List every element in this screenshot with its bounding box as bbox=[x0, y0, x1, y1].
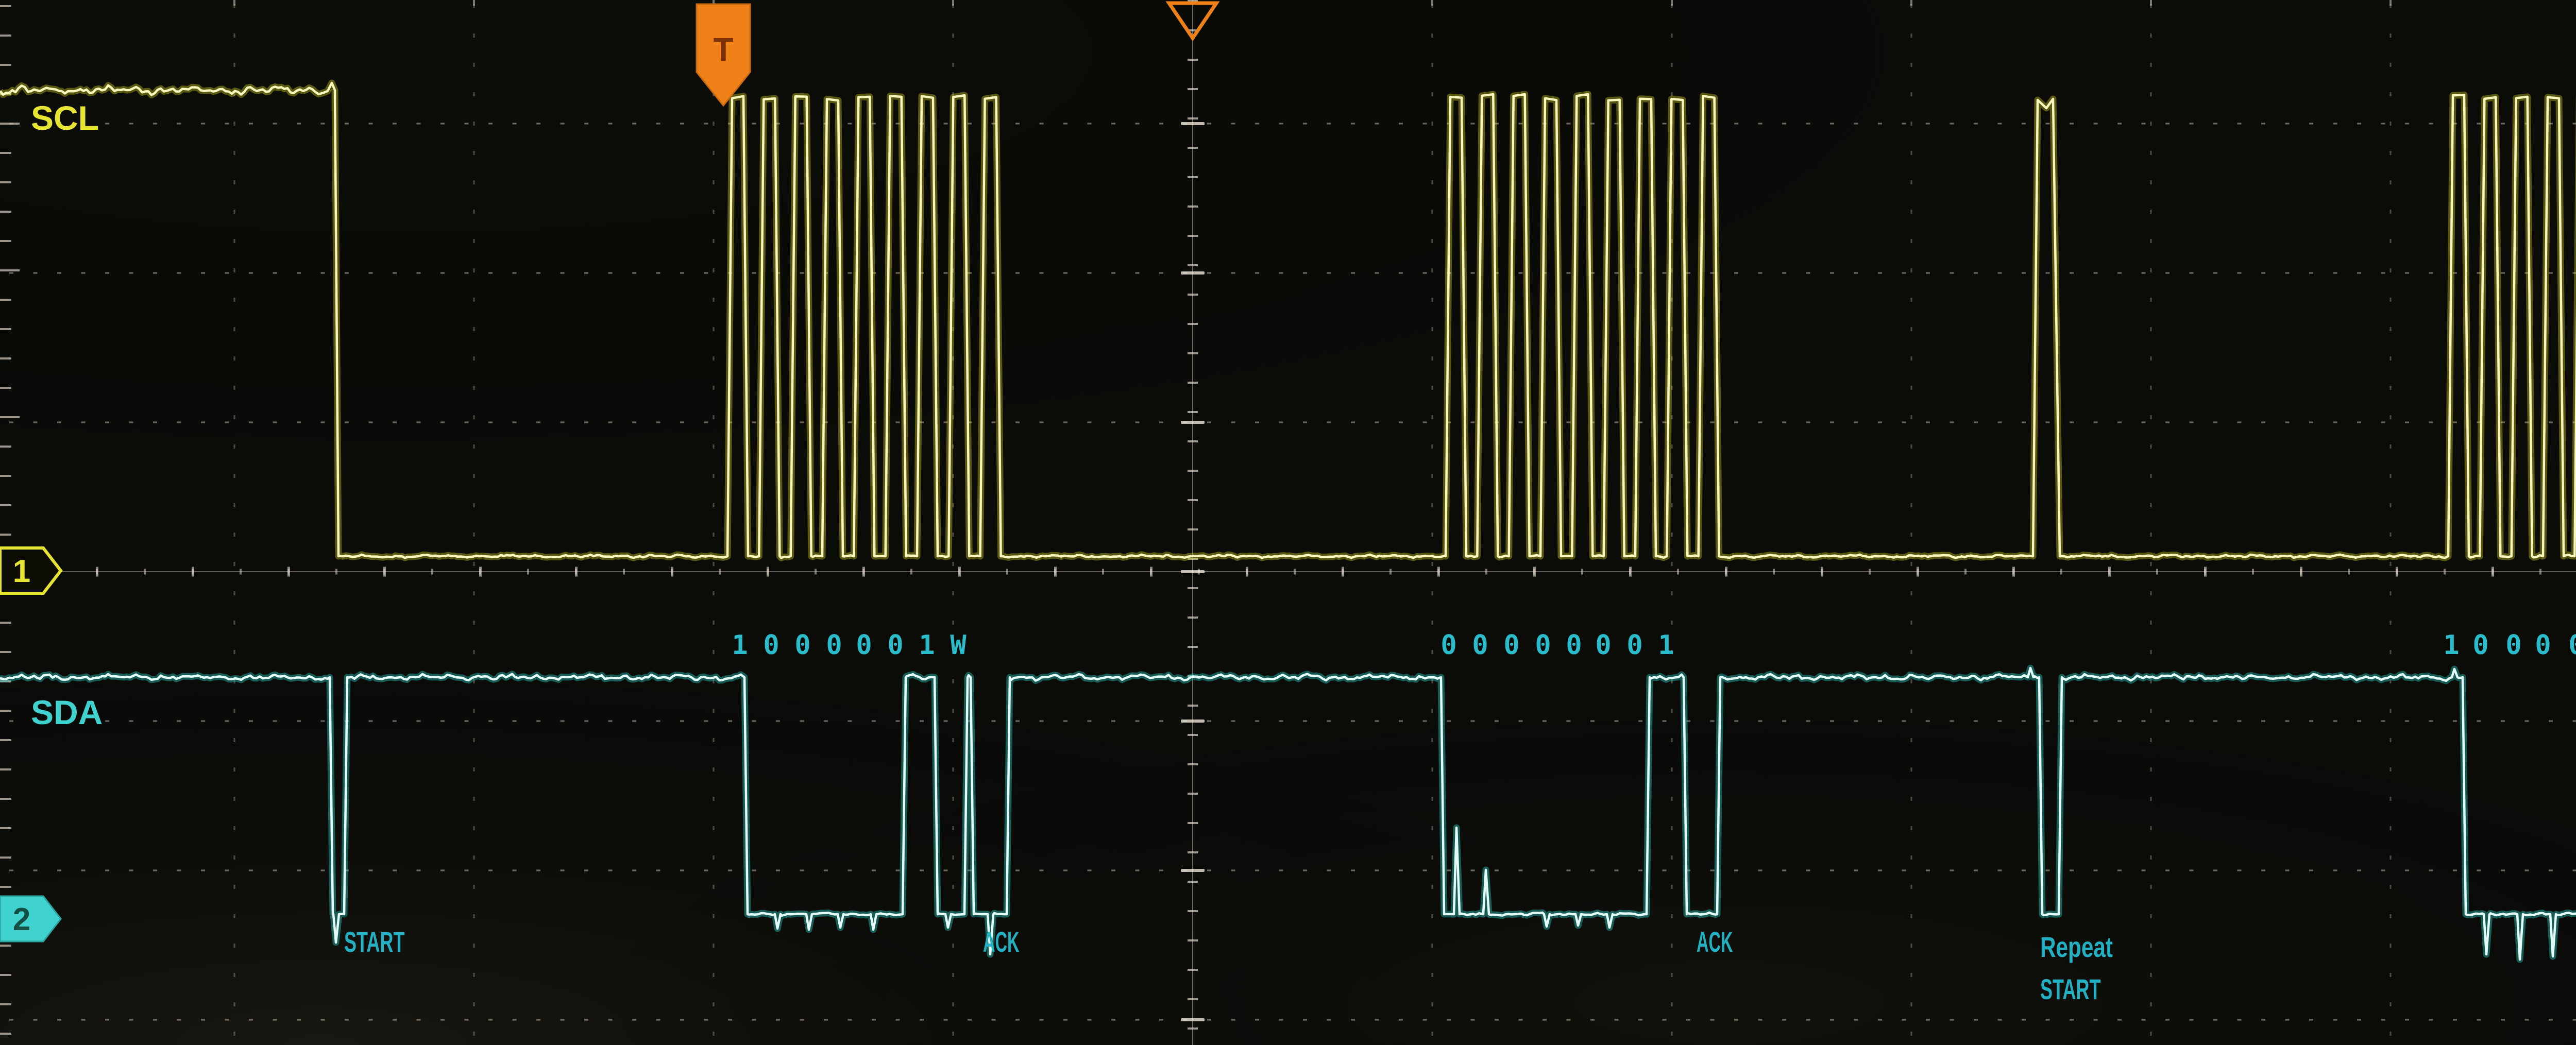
decode-bit-byte1: 1 bbox=[732, 630, 748, 661]
decode-bit-byte3: 0 bbox=[2505, 630, 2521, 661]
decode-bit-byte1: W bbox=[950, 630, 967, 661]
decode-bit-byte2: 0 bbox=[1503, 630, 1519, 661]
left-edge-tick bbox=[0, 886, 11, 888]
decode-bit-byte3: 1 bbox=[2443, 630, 2459, 661]
channel2-ground-marker bbox=[0, 895, 62, 943]
left-edge-tick bbox=[0, 446, 11, 448]
decode-bit-byte3: 0 bbox=[2472, 630, 2488, 661]
time-reference-axis-major-tick bbox=[1181, 570, 1205, 573]
left-edge-tick bbox=[0, 269, 20, 271]
ch1-label: SCL bbox=[31, 99, 99, 137]
left-edge-tick bbox=[0, 974, 11, 976]
time-reference-axis-major-tick bbox=[1181, 869, 1205, 872]
top-edge-tick bbox=[2150, 0, 2152, 6]
left-edge-tick bbox=[0, 710, 11, 712]
decode-event-repeat: Repeat bbox=[2040, 931, 2113, 963]
decode-bit-byte2: 0 bbox=[1535, 630, 1551, 661]
left-edge-tick bbox=[0, 35, 11, 37]
left-edge-tick bbox=[0, 534, 11, 536]
decode-event-ack: ACK bbox=[983, 926, 1020, 958]
left-edge-tick bbox=[0, 181, 11, 183]
left-edge-tick bbox=[0, 357, 11, 359]
left-edge-tick bbox=[0, 651, 11, 653]
left-edge-tick bbox=[0, 622, 11, 624]
time-reference-axis-major-tick bbox=[1181, 271, 1205, 275]
left-edge-tick bbox=[0, 299, 11, 301]
time-reference-axis-major-tick bbox=[1181, 122, 1205, 125]
decode-bit-byte1: 0 bbox=[826, 630, 842, 661]
left-edge-tick bbox=[0, 798, 11, 800]
left-edge-tick bbox=[0, 152, 11, 154]
decode-bit-byte2: 0 bbox=[1472, 630, 1488, 661]
decode-event-start: START bbox=[344, 926, 405, 958]
decode-bit-byte2: 1 bbox=[1658, 630, 1674, 661]
decode-bit-byte1: 0 bbox=[794, 630, 810, 661]
decode-bit-byte1: 0 bbox=[887, 630, 903, 661]
decode-event-ack: ACK bbox=[1697, 926, 1733, 958]
waveform-traces bbox=[0, 79, 2576, 963]
time-reference-marker bbox=[1165, 1, 1220, 42]
channel1-ground-marker bbox=[0, 546, 63, 595]
scl-trace bbox=[0, 81, 2576, 559]
decode-bit-byte1: 0 bbox=[856, 630, 872, 661]
channel2-marker-number: 2 bbox=[13, 902, 30, 937]
trigger-position-marker-glyph: T bbox=[713, 31, 733, 68]
left-edge-tick bbox=[0, 680, 11, 682]
top-edge-tick bbox=[2389, 0, 2392, 6]
left-edge-tick bbox=[0, 739, 11, 741]
left-edge-tick bbox=[0, 1003, 11, 1005]
decode-event-start: START bbox=[2040, 973, 2101, 1005]
time-reference-axis-major-tick bbox=[1181, 1018, 1205, 1021]
channel1-marker-number: 1 bbox=[13, 554, 30, 589]
left-edge-tick bbox=[0, 504, 11, 506]
left-edge-tick bbox=[0, 945, 11, 947]
top-edge-tick bbox=[1671, 0, 1673, 6]
ch2-label: SDA bbox=[31, 693, 103, 731]
top-edge-tick bbox=[1431, 0, 1433, 6]
top-edge-tick bbox=[1910, 0, 1912, 6]
left-edge-tick bbox=[0, 240, 11, 242]
left-edge-tick bbox=[0, 416, 20, 418]
decode-bit-byte1: 0 bbox=[763, 630, 779, 661]
left-edge-tick bbox=[0, 827, 11, 829]
left-edge-tick bbox=[0, 64, 11, 66]
decode-bit-byte3: 0 bbox=[2535, 630, 2551, 661]
decode-bit-byte1: 1 bbox=[919, 630, 935, 661]
left-edge-tick bbox=[0, 123, 20, 125]
decode-bit-byte2: 0 bbox=[1626, 630, 1642, 661]
left-edge-tick bbox=[0, 211, 11, 213]
left-edge-tick bbox=[0, 5, 11, 7]
left-edge-tick bbox=[0, 387, 11, 389]
top-edge-tick bbox=[473, 0, 475, 6]
time-reference-axis-major-tick bbox=[1181, 719, 1205, 723]
left-edge-tick bbox=[0, 328, 11, 330]
left-edge-tick bbox=[0, 475, 11, 477]
screen-text: SCLSDA10.8V8.8V6.8V4.8V2.8V800mV-1.2V100… bbox=[31, 99, 2576, 1005]
decode-bit-byte2: 0 bbox=[1440, 630, 1456, 661]
decode-bit-byte2: 0 bbox=[1566, 630, 1582, 661]
time-reference-axis-major-tick bbox=[1181, 421, 1205, 424]
left-edge-tick bbox=[0, 768, 11, 770]
decode-bit-byte2: 0 bbox=[1595, 630, 1611, 661]
top-edge-tick bbox=[233, 0, 235, 6]
left-edge-tick bbox=[0, 1033, 11, 1035]
trigger-position-marker bbox=[696, 3, 751, 107]
left-edge-tick bbox=[0, 856, 11, 859]
sda-trace bbox=[0, 666, 2576, 961]
top-edge-tick bbox=[952, 0, 954, 6]
decode-bit-byte3: 0 bbox=[2568, 630, 2576, 661]
top-edge-tick bbox=[713, 0, 715, 6]
